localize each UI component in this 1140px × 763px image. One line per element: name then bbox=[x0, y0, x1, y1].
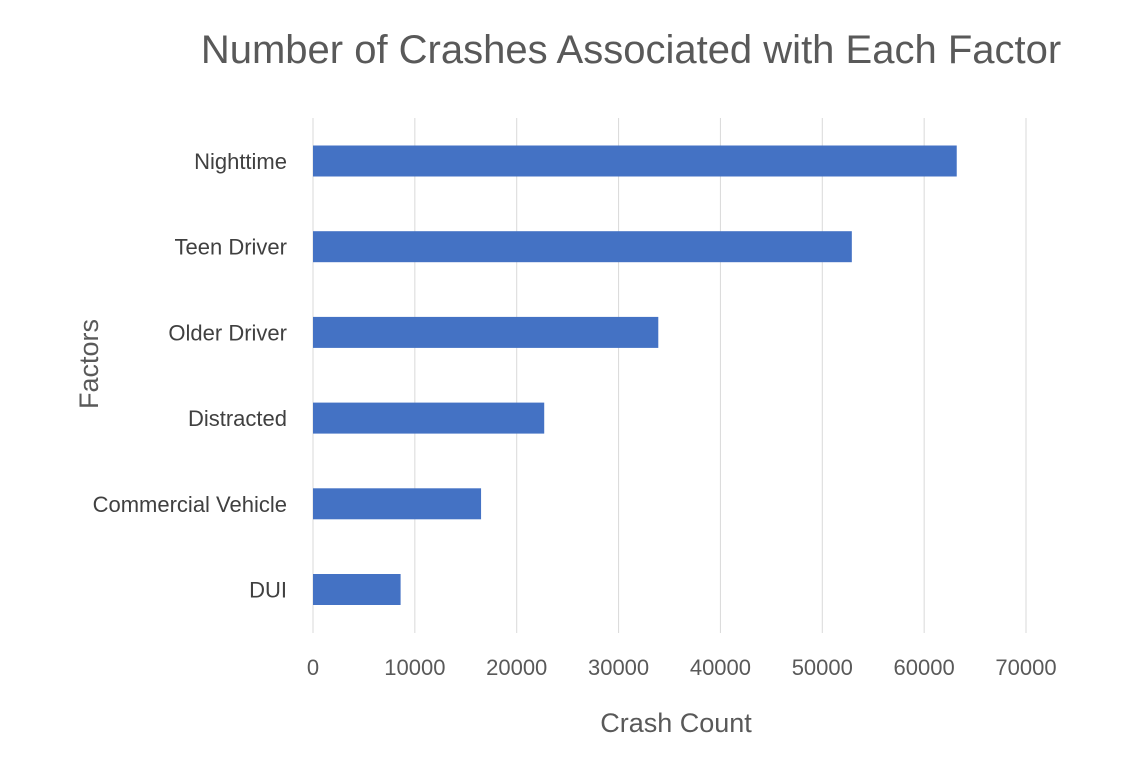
x-tick-label: 10000 bbox=[384, 655, 445, 680]
x-tick-label: 40000 bbox=[690, 655, 751, 680]
category-labels: Nighttime Teen Driver Older Driver Distract… bbox=[93, 149, 287, 603]
x-axis-title: Crash Count bbox=[600, 708, 752, 738]
x-tick-label: 50000 bbox=[792, 655, 853, 680]
category-label: Teen Driver bbox=[175, 235, 287, 260]
category-label: Nighttime bbox=[194, 149, 287, 174]
bar bbox=[313, 231, 852, 263]
x-tick-label: 0 bbox=[307, 655, 319, 680]
x-tick-label: 20000 bbox=[486, 655, 547, 680]
category-label: Commercial Vehicle bbox=[93, 492, 287, 517]
gridlines bbox=[312, 118, 1027, 633]
x-axis-tick-labels: 0 10000 20000 30000 40000 50000 60000 70000 bbox=[307, 655, 1057, 680]
bar bbox=[313, 316, 659, 348]
x-tick-label: 70000 bbox=[995, 655, 1056, 680]
bar bbox=[313, 145, 957, 177]
bar bbox=[313, 574, 401, 605]
x-tick-label: 60000 bbox=[894, 655, 955, 680]
category-label: Older Driver bbox=[168, 320, 287, 345]
x-tick-label: 30000 bbox=[588, 655, 649, 680]
category-label: Distracted bbox=[188, 406, 287, 431]
bar bbox=[313, 488, 482, 520]
y-axis-title: Factors bbox=[74, 319, 104, 409]
category-label: DUI bbox=[249, 578, 287, 603]
chart-title: Number of Crashes Associated with Each F… bbox=[201, 28, 1061, 72]
bars bbox=[313, 145, 957, 605]
bar bbox=[313, 402, 545, 434]
